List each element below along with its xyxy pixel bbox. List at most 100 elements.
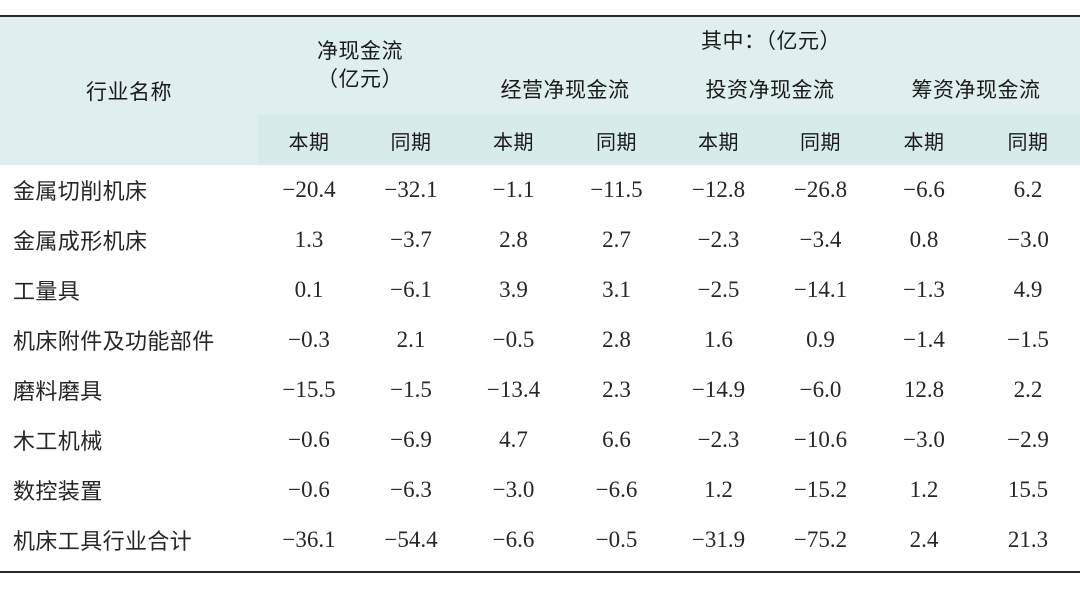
header-net-cashflow: 净现金流 （亿元） <box>258 17 462 115</box>
table-body: 金属切削机床 −20.4 −32.1 −1.1 −11.5 −12.8 −26.… <box>0 165 1080 565</box>
cell-net-current: −0.6 <box>258 465 360 515</box>
row-industry-name: 机床工具行业合计 <box>0 515 258 565</box>
table-row: 数控装置 −0.6 −6.3 −3.0 −6.6 1.2 −15.2 1.2 1… <box>0 465 1080 515</box>
cell-invest-same: −3.4 <box>769 215 872 265</box>
cell-invest-current: −14.9 <box>668 365 769 415</box>
cell-oper-current: 4.7 <box>462 415 565 465</box>
cell-net-same: −54.4 <box>360 515 462 565</box>
header-net-current: 本期 <box>258 115 360 165</box>
header-invest-current: 本期 <box>668 115 769 165</box>
table-row: 机床附件及功能部件 −0.3 2.1 −0.5 2.8 1.6 0.9 −1.4… <box>0 315 1080 365</box>
cell-oper-same: −0.5 <box>565 515 668 565</box>
cell-net-current: −20.4 <box>258 165 360 215</box>
cell-finance-same: 4.9 <box>976 265 1080 315</box>
cell-net-current: 1.3 <box>258 215 360 265</box>
cell-invest-same: 0.9 <box>769 315 872 365</box>
header-row-top: 行业名称 净现金流 （亿元） 其中：（亿元） <box>0 17 1080 165</box>
header-row-groups: 经营净现金流 投资净现金流 筹资净现金流 <box>0 63 1080 115</box>
cell-net-same: −6.9 <box>360 415 462 465</box>
cell-oper-current: −3.0 <box>462 465 565 515</box>
cell-finance-same: −1.5 <box>976 315 1080 365</box>
row-industry-name: 金属成形机床 <box>0 215 258 265</box>
table-top-rule <box>0 15 1080 17</box>
table-bottom-rule <box>0 571 1080 573</box>
cell-finance-same: −3.0 <box>976 215 1080 265</box>
cell-invest-same: −15.2 <box>769 465 872 515</box>
row-industry-name: 木工机械 <box>0 415 258 465</box>
cell-oper-current: −6.6 <box>462 515 565 565</box>
header-net-cashflow-line1: 净现金流 <box>317 40 403 64</box>
cell-invest-current: −2.3 <box>668 415 769 465</box>
cell-invest-current: 1.6 <box>668 315 769 365</box>
header-financing-cashflow: 筹资净现金流 <box>872 63 1080 115</box>
cell-finance-current: 12.8 <box>872 365 976 415</box>
cell-oper-same: 2.7 <box>565 215 668 265</box>
cell-finance-same: 2.2 <box>976 365 1080 415</box>
cell-invest-same: −14.1 <box>769 265 872 315</box>
cell-oper-same: 2.8 <box>565 315 668 365</box>
header-net-cashflow-line2: （亿元） <box>317 68 403 91</box>
cell-net-same: −32.1 <box>360 165 462 215</box>
cell-net-current: −15.5 <box>258 365 360 415</box>
header-oper-same: 同期 <box>565 115 668 165</box>
cell-oper-current: −13.4 <box>462 365 565 415</box>
row-industry-name: 数控装置 <box>0 465 258 515</box>
cell-oper-same: 3.1 <box>565 265 668 315</box>
row-industry-name: 机床附件及功能部件 <box>0 315 258 365</box>
header-net-same: 同期 <box>360 115 462 165</box>
cell-net-current: 0.1 <box>258 265 360 315</box>
cell-invest-same: −6.0 <box>769 365 872 415</box>
cell-net-same: −1.5 <box>360 365 462 415</box>
cell-oper-current: 3.9 <box>462 265 565 315</box>
cell-finance-current: −1.4 <box>872 315 976 365</box>
cell-finance-current: 2.4 <box>872 515 976 565</box>
cell-finance-current: −1.3 <box>872 265 976 315</box>
header-invest-same: 同期 <box>769 115 872 165</box>
row-industry-name: 金属切削机床 <box>0 165 258 215</box>
cell-invest-same: −75.2 <box>769 515 872 565</box>
cell-net-same: −3.7 <box>360 215 462 265</box>
header-finance-current: 本期 <box>872 115 976 165</box>
cell-invest-current: −2.3 <box>668 215 769 265</box>
cell-finance-same: 6.2 <box>976 165 1080 215</box>
cell-oper-same: 2.3 <box>565 365 668 415</box>
cell-finance-current: −3.0 <box>872 415 976 465</box>
row-industry-name: 工量具 <box>0 265 258 315</box>
row-industry-name: 磨料磨具 <box>0 365 258 415</box>
cell-net-current: −0.6 <box>258 415 360 465</box>
header-investing-cashflow: 投资净现金流 <box>668 63 872 115</box>
cell-invest-same: −10.6 <box>769 415 872 465</box>
cell-invest-current: −2.5 <box>668 265 769 315</box>
cell-invest-same: −26.8 <box>769 165 872 215</box>
table-row: 磨料磨具 −15.5 −1.5 −13.4 2.3 −14.9 −6.0 12.… <box>0 365 1080 415</box>
cell-invest-current: −12.8 <box>668 165 769 215</box>
header-row-periods: 本期 同期 本期 同期 本期 同期 本期 同期 <box>0 115 1080 165</box>
cell-net-same: −6.3 <box>360 465 462 515</box>
cell-oper-same: −11.5 <box>565 165 668 215</box>
cell-finance-current: −6.6 <box>872 165 976 215</box>
table-row-total: 机床工具行业合计 −36.1 −54.4 −6.6 −0.5 −31.9 −75… <box>0 515 1080 565</box>
cashflow-table: 行业名称 净现金流 （亿元） 其中：（亿元） 经营净现金流 投资净现金流 筹资净… <box>0 17 1080 565</box>
cell-finance-current: 0.8 <box>872 215 976 265</box>
header-industry-name: 行业名称 <box>0 17 258 165</box>
cell-net-current: −0.3 <box>258 315 360 365</box>
cell-oper-current: −0.5 <box>462 315 565 365</box>
cell-finance-same: 21.3 <box>976 515 1080 565</box>
cell-finance-same: −2.9 <box>976 415 1080 465</box>
cell-finance-current: 1.2 <box>872 465 976 515</box>
cell-finance-same: 15.5 <box>976 465 1080 515</box>
header-oper-current: 本期 <box>462 115 565 165</box>
cell-oper-current: 2.8 <box>462 215 565 265</box>
table-row: 金属成形机床 1.3 −3.7 2.8 2.7 −2.3 −3.4 0.8 −3… <box>0 215 1080 265</box>
cell-oper-current: −1.1 <box>462 165 565 215</box>
cell-net-current: −36.1 <box>258 515 360 565</box>
cell-oper-same: 6.6 <box>565 415 668 465</box>
table-row: 木工机械 −0.6 −6.9 4.7 6.6 −2.3 −10.6 −3.0 −… <box>0 415 1080 465</box>
header-operating-cashflow: 经营净现金流 <box>462 63 668 115</box>
header-finance-same: 同期 <box>976 115 1080 165</box>
cell-invest-current: −31.9 <box>668 515 769 565</box>
cell-net-same: −6.1 <box>360 265 462 315</box>
header-group-of-which: 其中：（亿元） <box>462 17 1080 63</box>
cell-oper-same: −6.6 <box>565 465 668 515</box>
